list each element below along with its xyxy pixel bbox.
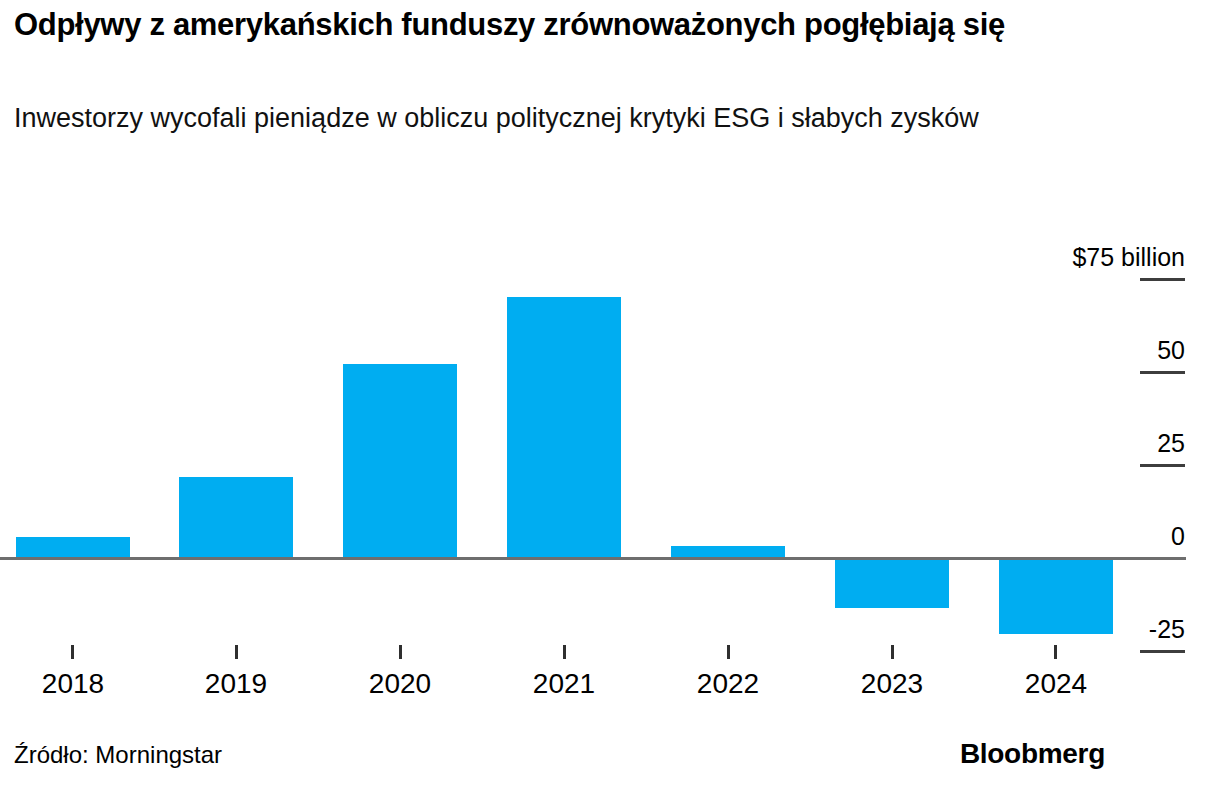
- y-axis-label: $75 billion: [1072, 242, 1185, 272]
- bar-2022: [671, 546, 785, 557]
- x-axis-label: 2023: [822, 668, 962, 700]
- y-axis-tick-dash: [1140, 464, 1185, 467]
- y-axis-tick-dash: [1140, 278, 1185, 281]
- y-axis-label: 25: [1157, 428, 1185, 458]
- x-axis-label: 2018: [3, 668, 143, 700]
- chart-page: Odpływy z amerykańskich funduszy zrównow…: [0, 0, 1210, 795]
- bar-2020: [343, 364, 457, 557]
- bar-2018: [16, 537, 130, 557]
- y-axis-tick-dash: [1140, 371, 1185, 374]
- x-axis-tick: [399, 645, 402, 659]
- bar-2019: [179, 477, 293, 557]
- x-axis-tick: [1054, 645, 1057, 659]
- x-axis-label: 2020: [330, 668, 470, 700]
- x-axis-tick: [71, 645, 74, 659]
- y-axis-label: 0: [1171, 521, 1185, 551]
- chart-title: Odpływy z amerykańskich funduszy zrównow…: [14, 2, 1074, 47]
- chart-subtitle: Inwestorzy wycofali pieniądze w obliczu …: [14, 98, 1134, 138]
- x-axis-tick: [891, 645, 894, 659]
- x-axis-label: 2021: [494, 668, 634, 700]
- y-axis-tick-dash: [1140, 650, 1185, 653]
- x-axis-tick: [235, 645, 238, 659]
- x-axis-label: 2024: [986, 668, 1126, 700]
- x-axis-label: 2022: [658, 668, 798, 700]
- y-axis-label: 50: [1157, 335, 1185, 365]
- bar-2023: [835, 560, 949, 608]
- brand-logo: Bloobmerg: [960, 738, 1105, 770]
- x-axis-tick: [563, 645, 566, 659]
- bar-2021: [507, 297, 621, 557]
- bar-chart-canvas: $75 billion 50 25 0 -25 2018 2019 2020 2021 2022 2…: [0, 240, 1210, 705]
- y-axis-label: -25: [1149, 614, 1185, 644]
- source-note: Źródło: Morningstar: [14, 741, 222, 769]
- x-axis-tick: [727, 645, 730, 659]
- x-axis-label: 2019: [166, 668, 306, 700]
- bar-2024: [999, 560, 1113, 634]
